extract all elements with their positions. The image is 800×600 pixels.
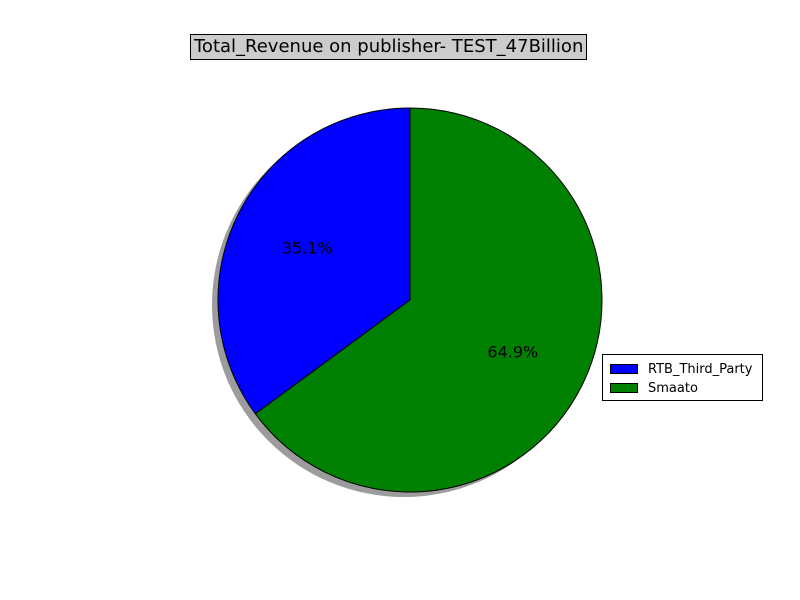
chart-title: Total_Revenue on publisher- TEST_47Billi…	[194, 36, 584, 57]
legend-swatch-rtb-third-party	[610, 364, 638, 374]
legend-swatch-smaato	[610, 383, 638, 393]
chart-title-box: Total_Revenue on publisher- TEST_47Billi…	[190, 34, 588, 60]
pie-value-labels: 35.1% 64.9%	[282, 239, 538, 362]
legend-label-rtb-third-party: RTB_Third_Party	[648, 362, 753, 377]
pie-slice-smaato	[254, 107, 603, 493]
legend: RTB_Third_Party Smaato	[602, 354, 763, 401]
pie-value-label-rtb-third-party: 35.1%	[282, 239, 333, 258]
pie-value-label-smaato: 64.9%	[487, 342, 538, 361]
pie-slice-rtb-third-party	[217, 107, 411, 415]
legend-label-smaato: Smaato	[648, 381, 698, 396]
pie-slices	[217, 107, 603, 493]
